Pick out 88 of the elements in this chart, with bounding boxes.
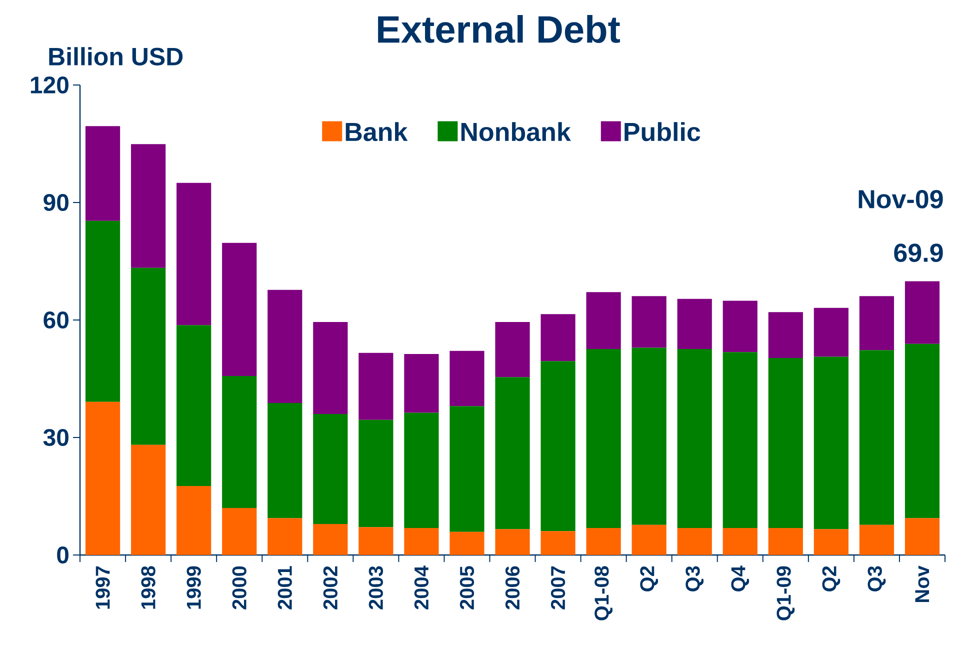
y-tick-label: 90 bbox=[44, 194, 68, 211]
bar bbox=[495, 322, 530, 378]
bar bbox=[130, 444, 166, 555]
bar bbox=[677, 528, 712, 555]
bar bbox=[358, 420, 394, 528]
bar bbox=[404, 354, 439, 413]
y-axis-title: Billion USD bbox=[49, 47, 183, 66]
bar bbox=[540, 531, 576, 555]
bar bbox=[85, 402, 120, 555]
x-tick-label: 1999 bbox=[186, 566, 201, 609]
bar bbox=[176, 486, 212, 555]
legend-label: Nonbank bbox=[461, 122, 571, 142]
x-tick-label: 2006 bbox=[505, 566, 520, 610]
x-tick-label: 2005 bbox=[460, 566, 474, 610]
x-tick-label: 2001 bbox=[278, 566, 292, 610]
x-tick-label: Q1-09 bbox=[776, 566, 795, 620]
x-tick-label: Nov bbox=[915, 566, 930, 602]
bar bbox=[722, 300, 758, 352]
x-tick-label: 2003 bbox=[368, 566, 384, 610]
bar bbox=[404, 412, 439, 528]
bar bbox=[450, 532, 484, 555]
bar bbox=[859, 524, 894, 555]
legend-label: Bank bbox=[346, 122, 408, 142]
bar bbox=[768, 528, 803, 555]
bar bbox=[632, 348, 666, 525]
bar bbox=[495, 529, 530, 555]
bar bbox=[313, 322, 348, 414]
bar bbox=[268, 290, 302, 404]
bar bbox=[540, 361, 576, 532]
bar bbox=[313, 414, 348, 524]
x-tick-label: Q2 bbox=[822, 566, 840, 592]
bar bbox=[222, 508, 257, 555]
bar bbox=[450, 406, 484, 532]
bar bbox=[404, 528, 439, 555]
bar bbox=[586, 292, 621, 349]
annotation: 69.9 bbox=[894, 244, 943, 262]
bar bbox=[268, 518, 302, 555]
bar bbox=[495, 377, 530, 530]
x-tick-label: 1997 bbox=[96, 566, 110, 609]
chart-title: External Debt bbox=[378, 15, 620, 43]
y-tick-label: 60 bbox=[44, 312, 68, 328]
x-tick-label: 2004 bbox=[414, 566, 429, 610]
x-tick-label: 2000 bbox=[232, 566, 246, 610]
bar bbox=[632, 524, 666, 555]
y-tick-label: 120 bbox=[30, 76, 68, 94]
bar bbox=[358, 527, 394, 555]
x-tick-label: 2007 bbox=[550, 566, 566, 610]
bar bbox=[222, 242, 257, 376]
bar bbox=[586, 348, 621, 528]
x-tick-label: Q3 bbox=[686, 566, 704, 592]
bar bbox=[814, 356, 848, 530]
bar bbox=[176, 182, 212, 326]
bar bbox=[814, 308, 848, 357]
bar bbox=[677, 298, 712, 349]
bar bbox=[540, 314, 576, 362]
x-tick-label: Q1-08 bbox=[594, 566, 613, 620]
bar bbox=[768, 358, 803, 528]
bar bbox=[268, 403, 302, 518]
bar bbox=[313, 524, 348, 555]
bar bbox=[176, 325, 212, 486]
bar bbox=[722, 528, 758, 555]
bar bbox=[904, 281, 940, 344]
bar bbox=[904, 344, 940, 518]
y-tick-label: 30 bbox=[43, 428, 68, 446]
bar bbox=[768, 312, 803, 358]
bar bbox=[222, 376, 257, 508]
bar bbox=[586, 528, 621, 555]
bar bbox=[130, 144, 166, 268]
bar bbox=[85, 126, 120, 221]
bar bbox=[677, 348, 712, 528]
bar bbox=[814, 529, 848, 555]
bar bbox=[85, 220, 120, 402]
x-tick-label: Q2 bbox=[640, 566, 658, 592]
bar bbox=[450, 350, 484, 406]
y-tick-label: 0 bbox=[57, 546, 68, 564]
x-tick-label: 2002 bbox=[323, 566, 338, 610]
bar bbox=[130, 268, 166, 445]
bar bbox=[859, 296, 894, 350]
x-tick-label: Q3 bbox=[868, 566, 886, 592]
legend-label: Public bbox=[624, 122, 700, 142]
x-tick-label: 1998 bbox=[141, 566, 156, 609]
bar bbox=[904, 518, 940, 555]
bar bbox=[358, 352, 394, 420]
bar bbox=[722, 352, 758, 528]
annotation: Nov-09 bbox=[858, 190, 943, 208]
x-tick-label: Q4 bbox=[731, 566, 750, 592]
bar bbox=[632, 296, 666, 348]
bar bbox=[859, 350, 894, 525]
